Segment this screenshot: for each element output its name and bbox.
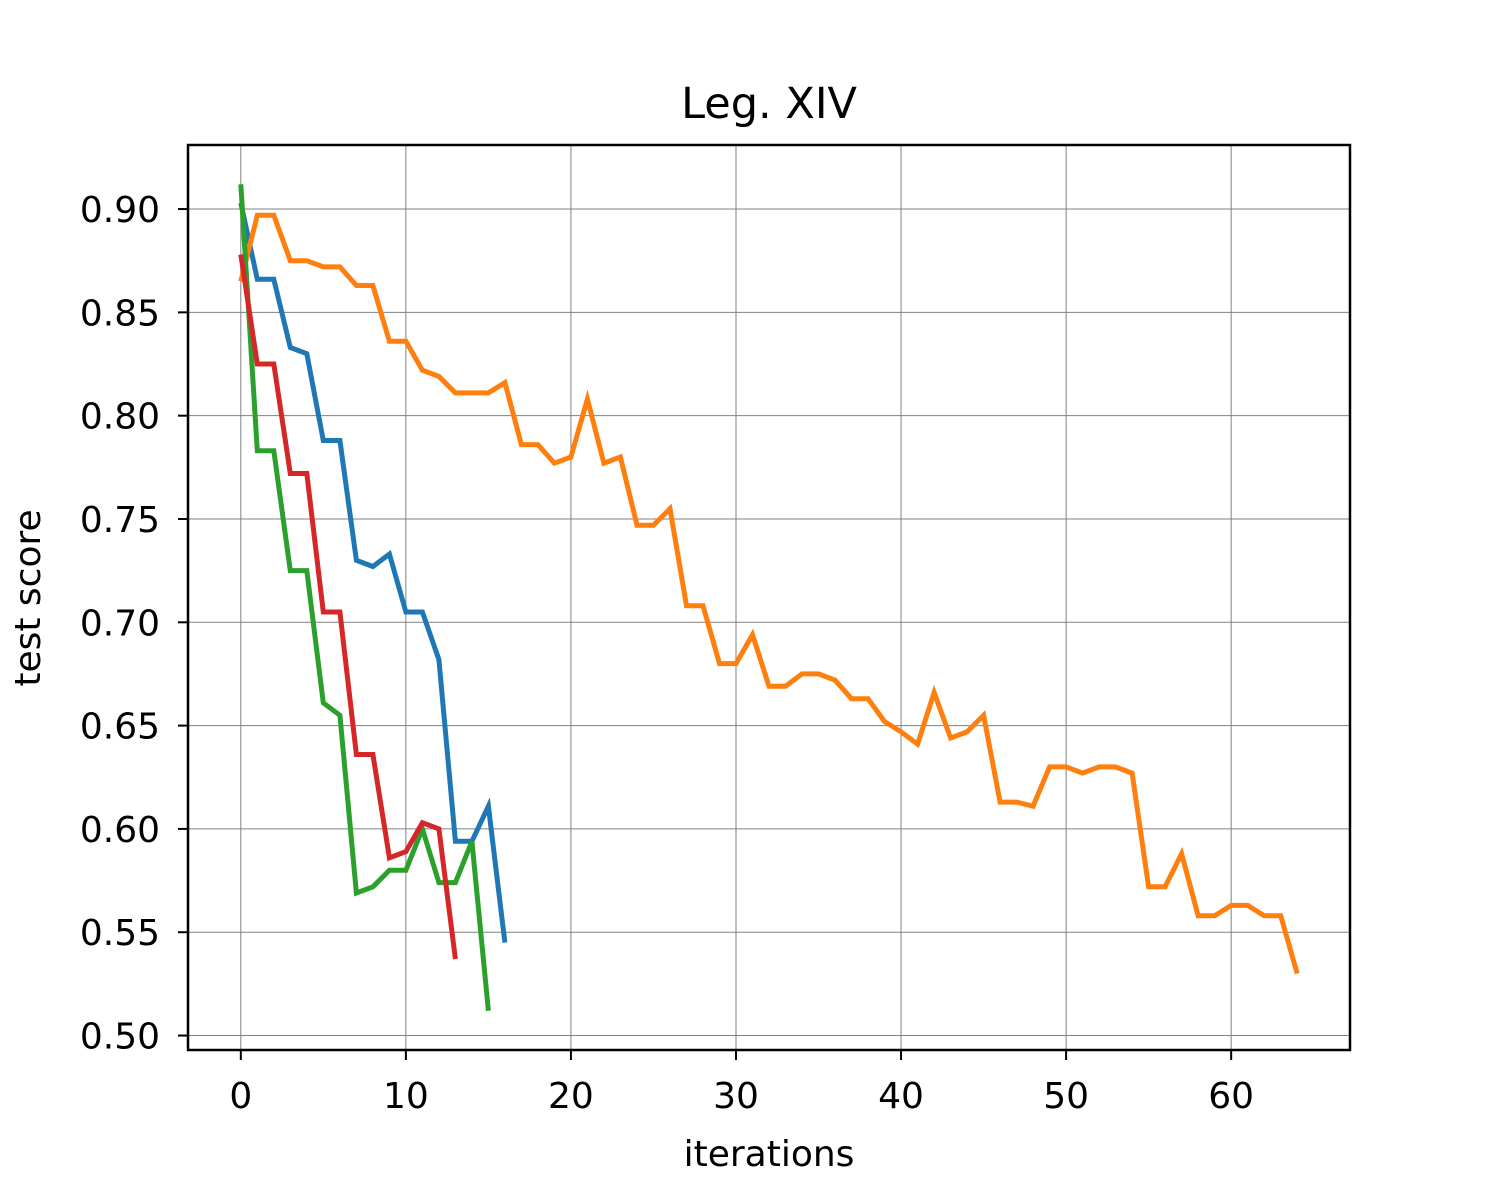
y-tick-label: 0.70 — [80, 603, 160, 644]
y-tick-label: 0.80 — [80, 397, 160, 438]
chart-title: Leg. XIV — [681, 79, 857, 129]
series-line-4 — [238, 254, 458, 960]
y-axis-label: test score — [8, 509, 49, 686]
y-tick-label: 0.50 — [80, 1017, 160, 1058]
x-tick-label: 30 — [713, 1076, 759, 1117]
y-tick-label: 0.60 — [80, 810, 160, 851]
x-tick-label: 50 — [1043, 1076, 1089, 1117]
ticks: 0 10 20 30 40 50 60 0.50 0.55 0.60 0.65 0.70 0.75 0.8… — [80, 190, 1254, 1117]
series-layer — [238, 184, 1300, 1011]
x-axis-label: iterations — [684, 1134, 855, 1175]
series-line-2 — [238, 212, 1300, 975]
grid — [188, 145, 1350, 1050]
x-tick-label: 0 — [229, 1076, 252, 1117]
x-tick-label: 20 — [548, 1076, 594, 1117]
x-tick-label: 40 — [878, 1076, 924, 1117]
y-tick-label: 0.55 — [80, 913, 160, 954]
series-line-1 — [238, 202, 508, 943]
x-tick-label: 60 — [1208, 1076, 1254, 1117]
plot-frame — [186, 143, 1352, 1052]
x-tick-label: 10 — [383, 1076, 429, 1117]
y-tick-label: 0.85 — [80, 293, 160, 334]
y-tick-label: 0.75 — [80, 500, 160, 541]
y-tick-label: 0.65 — [80, 707, 160, 748]
y-tick-label: 0.90 — [80, 190, 160, 231]
